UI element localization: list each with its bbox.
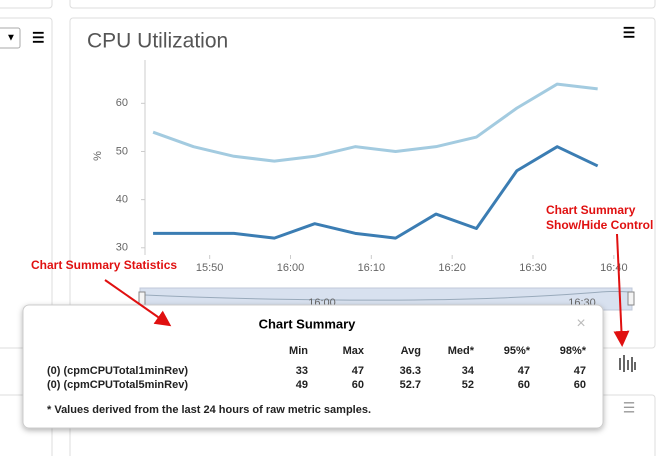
- table-cell: 60: [518, 379, 530, 391]
- row-label: (0) (cpmCPUTotal5minRev): [47, 379, 188, 391]
- summary-popup: [22, 304, 604, 429]
- x-tick-label: 16:40: [600, 262, 628, 274]
- column-header: Max: [343, 345, 365, 357]
- table-cell: 36.3: [400, 365, 421, 377]
- y-tick-label: 50: [116, 145, 128, 157]
- table-cell: 33: [296, 365, 308, 377]
- table-cell: 49: [296, 379, 308, 391]
- menu-icon[interactable]: ☰: [623, 400, 636, 416]
- menu-icon[interactable]: ☰: [32, 30, 45, 46]
- navigator-handle[interactable]: [138, 291, 146, 306]
- summary-toggle[interactable]: [619, 355, 636, 372]
- column-header: Med*: [448, 345, 475, 357]
- summary-title: Chart Summary: [259, 316, 357, 331]
- table-cell: 47: [574, 365, 586, 377]
- series-line: [152, 82, 598, 163]
- row-label: (0) (cpmCPUTotal1minRev): [47, 365, 188, 377]
- annotation: Show/Hide Control: [546, 218, 653, 232]
- x-tick-label: 16:10: [358, 262, 386, 274]
- table-cell: 52: [462, 379, 474, 391]
- table-cell: 52.7: [400, 379, 421, 391]
- x-tick-label: 16:20: [438, 262, 466, 274]
- y-tick-label: 30: [116, 242, 128, 254]
- panel: [0, 17, 53, 349]
- chart-title: CPU Utilization: [87, 30, 228, 53]
- panel: [69, 0, 656, 9]
- close-button[interactable]: ×: [576, 315, 585, 332]
- x-tick-label: 16:00: [277, 262, 305, 274]
- annotation: Chart Summary Statistics: [31, 258, 177, 272]
- y-tick-label: 60: [116, 97, 128, 109]
- y-axis-label: %: [92, 151, 104, 161]
- menu-icon[interactable]: ☰: [623, 25, 636, 41]
- table-cell: 60: [574, 379, 586, 391]
- table-cell: 34: [462, 365, 475, 377]
- column-header: 98%*: [560, 345, 587, 357]
- table-cell: 60: [352, 379, 364, 391]
- navigator-line: [144, 290, 631, 301]
- column-header: Avg: [401, 345, 421, 357]
- summary-note: * Values derived from the last 24 hours …: [47, 404, 371, 416]
- x-tick-label: 15:50: [196, 262, 224, 274]
- arrow: [104, 279, 172, 327]
- table-cell: 47: [518, 365, 530, 377]
- select[interactable]: [0, 27, 21, 49]
- column-header: 95%*: [504, 345, 531, 357]
- select-arrow: ▼: [6, 33, 16, 44]
- arrow: [613, 233, 630, 347]
- column-header: Min: [289, 345, 308, 357]
- navigator-handle[interactable]: [627, 291, 635, 306]
- y-tick-label: 40: [116, 194, 128, 206]
- panel: [0, 0, 53, 9]
- table-cell: 47: [352, 365, 364, 377]
- x-tick-label: 16:30: [519, 262, 547, 274]
- annotation: Chart Summary: [546, 203, 636, 217]
- series-line: [153, 145, 599, 240]
